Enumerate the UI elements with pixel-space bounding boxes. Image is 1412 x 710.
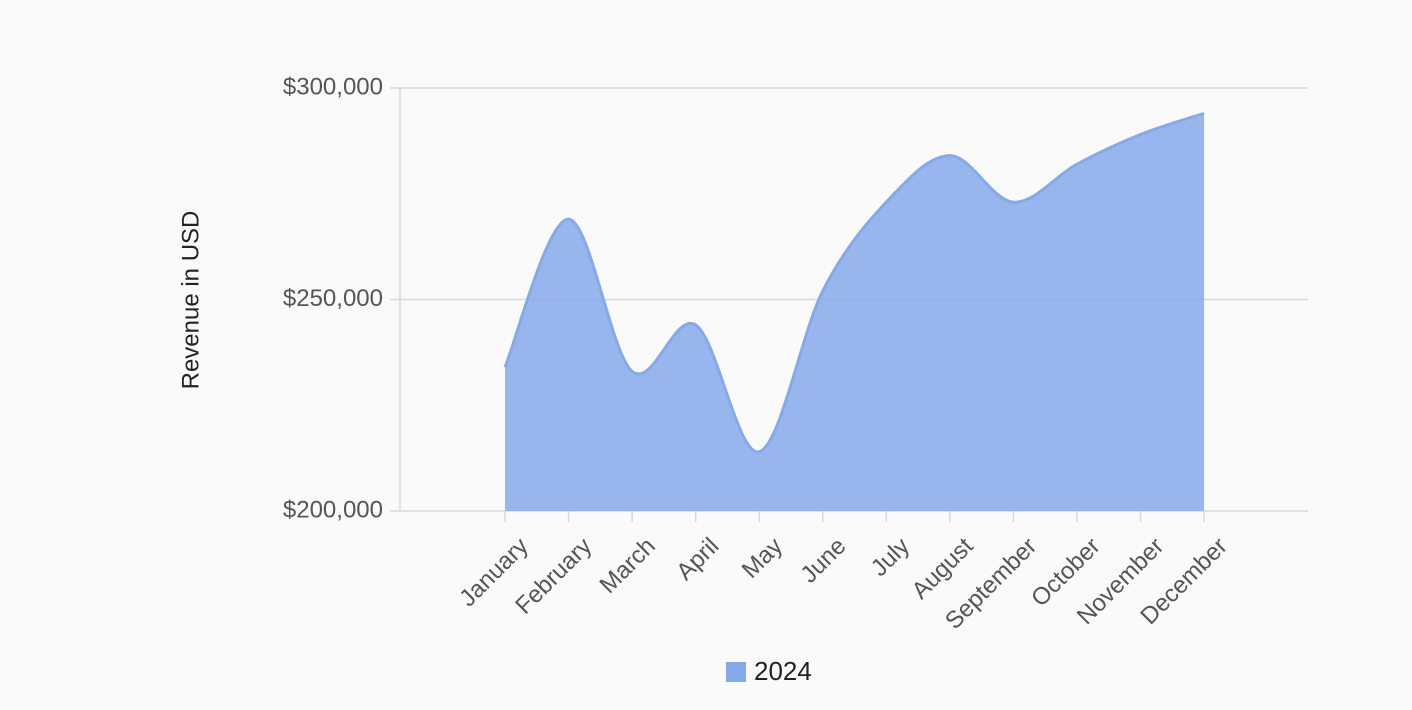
y-axis-title: Revenue in USD: [177, 211, 204, 390]
area: [505, 113, 1205, 511]
legend-swatch: [726, 662, 746, 682]
legend-label: 2024: [754, 656, 812, 686]
x-tick-label: July: [866, 533, 915, 582]
x-tick-label: April: [671, 533, 724, 586]
y-tick-label: $200,000: [283, 496, 383, 523]
y-tick-label: $250,000: [283, 285, 383, 312]
line: [503, 111, 1205, 454]
x-tick-label: March: [595, 533, 661, 599]
y-tick-label: $300,000: [283, 73, 383, 100]
x-tick-label: May: [737, 533, 788, 584]
x-tick-label: June: [796, 533, 852, 589]
